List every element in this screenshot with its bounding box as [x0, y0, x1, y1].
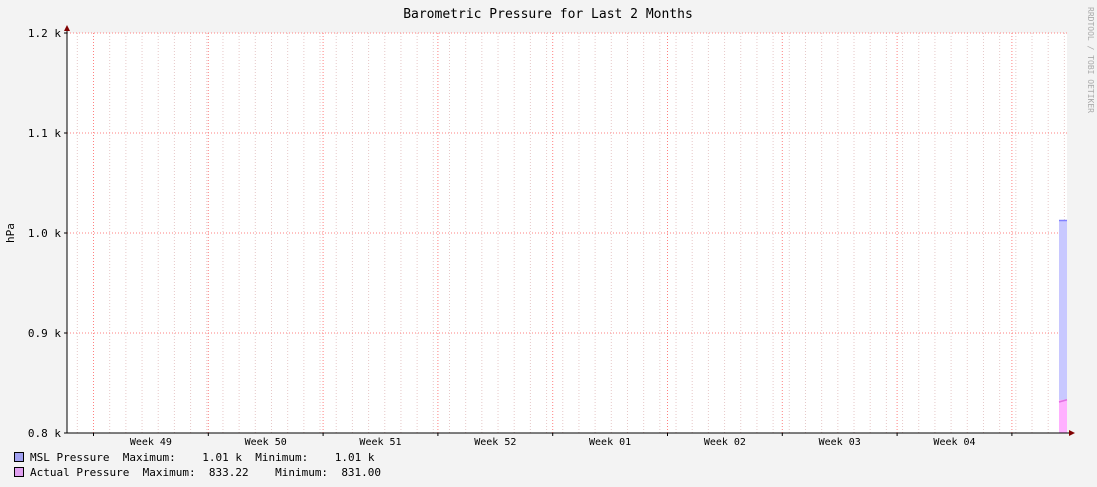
x-axis-arrow: [1069, 430, 1075, 436]
legend-min-label-msl: Minimum:: [255, 451, 309, 464]
legend-swatch-msl: [14, 452, 24, 462]
series-area-msl: [1059, 220, 1067, 433]
x-tick-label: Week 03: [819, 437, 861, 448]
series-area-actual: [1059, 399, 1067, 433]
legend-max-value-msl: 1.01 k: [202, 451, 242, 464]
plot-background: [67, 33, 1067, 433]
series-line-actual: [1058, 399, 1068, 403]
legend-min-value-actual: 831.00: [341, 466, 382, 479]
legend-min-label-actual: Minimum:: [275, 466, 329, 479]
x-tick-label: Week 49: [130, 437, 172, 448]
legend-name-msl: MSL Pressure: [30, 451, 110, 464]
x-tick-label: Week 01: [589, 437, 631, 448]
y-tick-label: 1.2 k: [28, 27, 61, 40]
legend-row-actual: Actual Pressure Maximum: 833.22 Minimum:…: [14, 466, 381, 479]
legend-min-value-msl: 1.01 k: [334, 451, 375, 464]
legend-max-label-msl: Maximum:: [122, 451, 176, 464]
y-tick-label: 0.8 k: [28, 427, 61, 440]
x-tick-label: Week 51: [359, 437, 401, 448]
x-tick-label: Week 52: [474, 437, 516, 448]
x-tick-label: Week 50: [245, 437, 287, 448]
y-tick-label: 0.9 k: [28, 327, 61, 340]
y-axis-label: hPa: [4, 223, 17, 243]
y-tick-label: 1.0 k: [28, 227, 61, 240]
legend-max-value-actual: 833.22: [208, 466, 249, 479]
legend-row-msl: MSL Pressure Maximum: 1.01 k Minimum: 1.…: [14, 451, 374, 464]
legend-name-actual: Actual Pressure: [30, 466, 130, 479]
legend-swatch-actual: [14, 467, 24, 477]
chart-title: Barometric Pressure for Last 2 Months: [403, 7, 693, 22]
x-tick-label: Week 04: [933, 437, 975, 448]
x-tick-label: Week 02: [704, 437, 746, 448]
y-axis-arrow: [64, 25, 70, 31]
legend-max-label-actual: Maximum:: [142, 466, 196, 479]
rrdtool-watermark: RRDTOOL / TOBI OETIKER: [1086, 7, 1095, 113]
y-tick-label: 1.1 k: [28, 127, 61, 140]
